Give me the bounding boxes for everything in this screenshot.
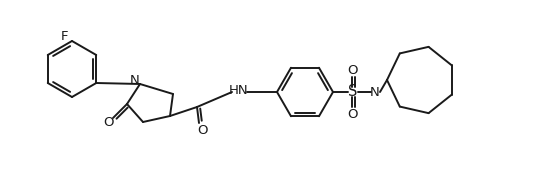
Text: O: O	[103, 117, 113, 129]
Text: O: O	[348, 64, 358, 77]
Text: HN: HN	[229, 84, 249, 97]
Text: O: O	[198, 124, 208, 136]
Text: S: S	[349, 85, 358, 100]
Text: N: N	[130, 74, 140, 88]
Text: N: N	[370, 85, 380, 98]
Text: F: F	[61, 30, 68, 44]
Text: O: O	[348, 108, 358, 121]
